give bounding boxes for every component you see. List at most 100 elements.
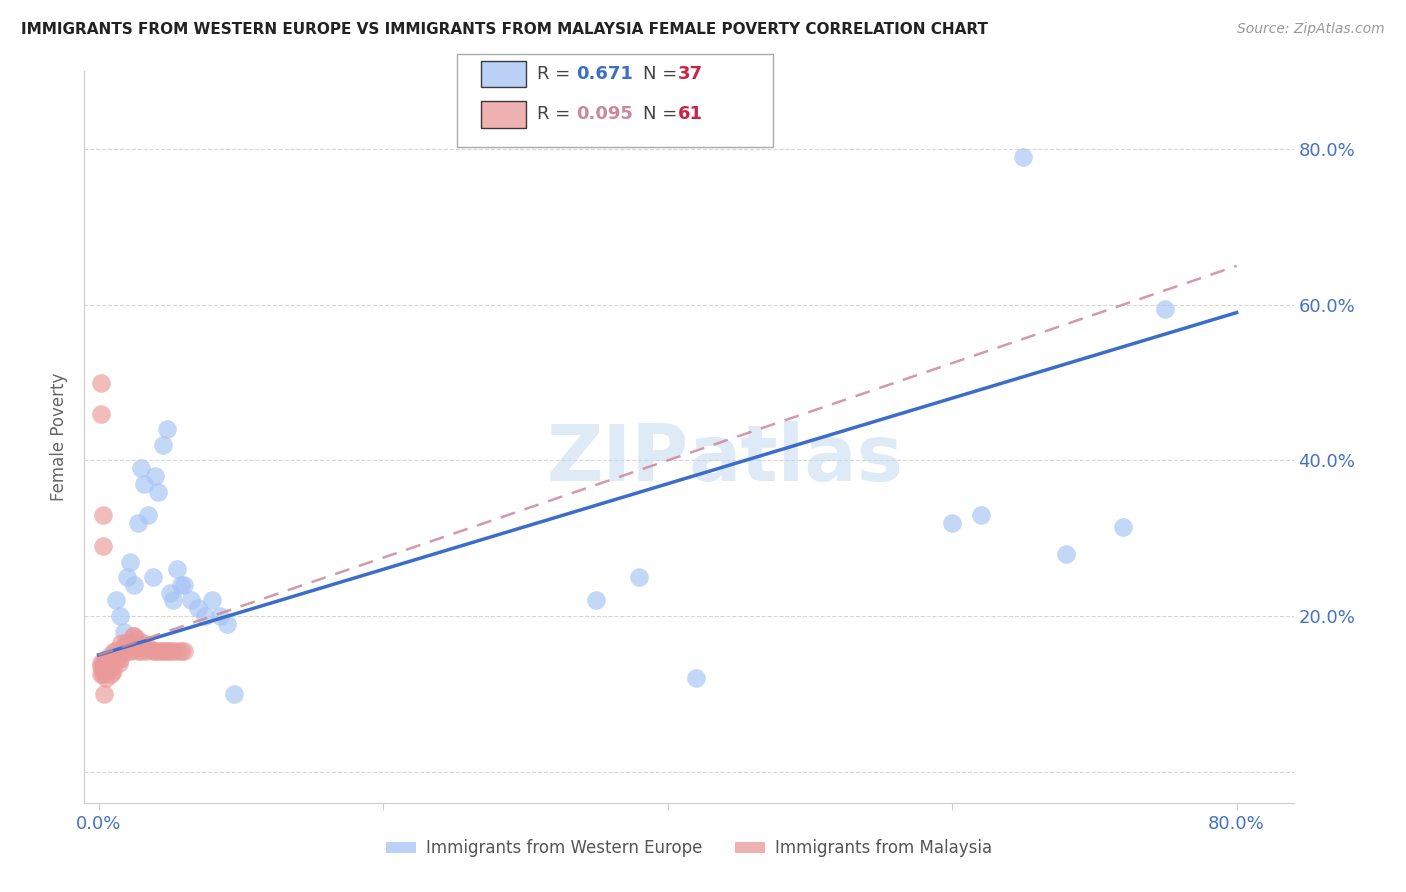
Point <box>97 652 120 666</box>
Point <box>138 640 160 655</box>
Text: 37: 37 <box>678 65 703 83</box>
Text: 0.095: 0.095 <box>576 105 633 123</box>
Text: IMMIGRANTS FROM WESTERN EUROPE VS IMMIGRANTS FROM MALAYSIA FEMALE POVERTY CORREL: IMMIGRANTS FROM WESTERN EUROPE VS IMMIGR… <box>21 22 988 37</box>
Point <box>145 644 167 658</box>
Point <box>122 628 145 642</box>
Point <box>685 671 707 685</box>
Point <box>1012 150 1035 164</box>
Point <box>122 578 145 592</box>
Text: R =: R = <box>537 65 576 83</box>
Point <box>91 667 114 681</box>
Point <box>173 578 195 592</box>
Point <box>129 644 152 658</box>
Point <box>90 667 112 681</box>
Point <box>142 644 165 658</box>
Point <box>142 570 165 584</box>
Point <box>194 609 217 624</box>
Point <box>91 659 114 673</box>
Point <box>129 461 152 475</box>
Y-axis label: Female Poverty: Female Poverty <box>51 373 69 501</box>
Point <box>114 636 136 650</box>
Point <box>120 644 142 658</box>
Point <box>98 652 121 666</box>
Point <box>91 656 114 670</box>
Point <box>152 438 174 452</box>
Point <box>90 407 112 421</box>
Point <box>121 628 143 642</box>
Point <box>94 659 117 673</box>
Point <box>91 539 114 553</box>
Text: R =: R = <box>537 105 576 123</box>
Point <box>125 632 148 647</box>
Point <box>162 644 184 658</box>
Point <box>103 644 125 658</box>
Point <box>208 609 231 624</box>
Point <box>96 659 118 673</box>
Point <box>628 570 651 584</box>
Point <box>124 636 146 650</box>
Point <box>131 636 153 650</box>
Point <box>100 659 122 673</box>
Point <box>156 422 179 436</box>
Point <box>132 640 155 655</box>
Text: ZIP: ZIP <box>547 421 689 497</box>
Point <box>93 664 115 678</box>
Point <box>138 508 160 522</box>
Point <box>90 376 112 390</box>
Point <box>94 671 117 685</box>
Point <box>108 609 131 624</box>
Point <box>104 644 127 658</box>
Point <box>108 652 131 666</box>
Point <box>101 664 124 678</box>
Point <box>127 516 149 530</box>
Point <box>100 667 122 681</box>
Point <box>1112 519 1135 533</box>
Point <box>166 644 188 658</box>
Point <box>187 601 209 615</box>
Point <box>97 659 120 673</box>
Point <box>145 469 167 483</box>
Point <box>93 687 115 701</box>
Text: atlas: atlas <box>689 421 904 497</box>
Point <box>159 644 181 658</box>
Point <box>173 644 195 658</box>
Text: 0.671: 0.671 <box>576 65 633 83</box>
Point <box>94 656 117 670</box>
Point <box>170 578 193 592</box>
Point <box>150 644 173 658</box>
Point <box>98 656 121 670</box>
Point <box>153 644 176 658</box>
Point <box>148 484 170 499</box>
Point <box>969 508 991 522</box>
Point <box>180 593 202 607</box>
Text: 61: 61 <box>678 105 703 123</box>
Point <box>159 585 181 599</box>
Point <box>90 656 112 670</box>
Point <box>117 644 139 658</box>
Point <box>222 687 245 701</box>
Point <box>148 644 170 658</box>
Point <box>107 656 129 670</box>
Text: Source: ZipAtlas.com: Source: ZipAtlas.com <box>1237 22 1385 37</box>
Point <box>585 593 607 607</box>
Point <box>132 476 155 491</box>
Point <box>941 516 963 530</box>
Point <box>170 644 193 658</box>
Point <box>201 593 224 607</box>
Point <box>111 640 134 655</box>
Point <box>101 656 124 670</box>
Point <box>104 593 127 607</box>
Point <box>91 508 114 522</box>
Point <box>1154 301 1177 316</box>
Point <box>215 616 238 631</box>
Point <box>115 636 138 650</box>
Point <box>115 570 138 584</box>
Point <box>93 656 115 670</box>
Point <box>135 644 157 658</box>
Point <box>90 659 112 673</box>
Text: N =: N = <box>643 105 682 123</box>
Point <box>105 652 128 666</box>
Point <box>98 648 121 662</box>
Legend: Immigrants from Western Europe, Immigrants from Malaysia: Immigrants from Western Europe, Immigran… <box>378 832 1000 864</box>
Point <box>118 555 141 569</box>
